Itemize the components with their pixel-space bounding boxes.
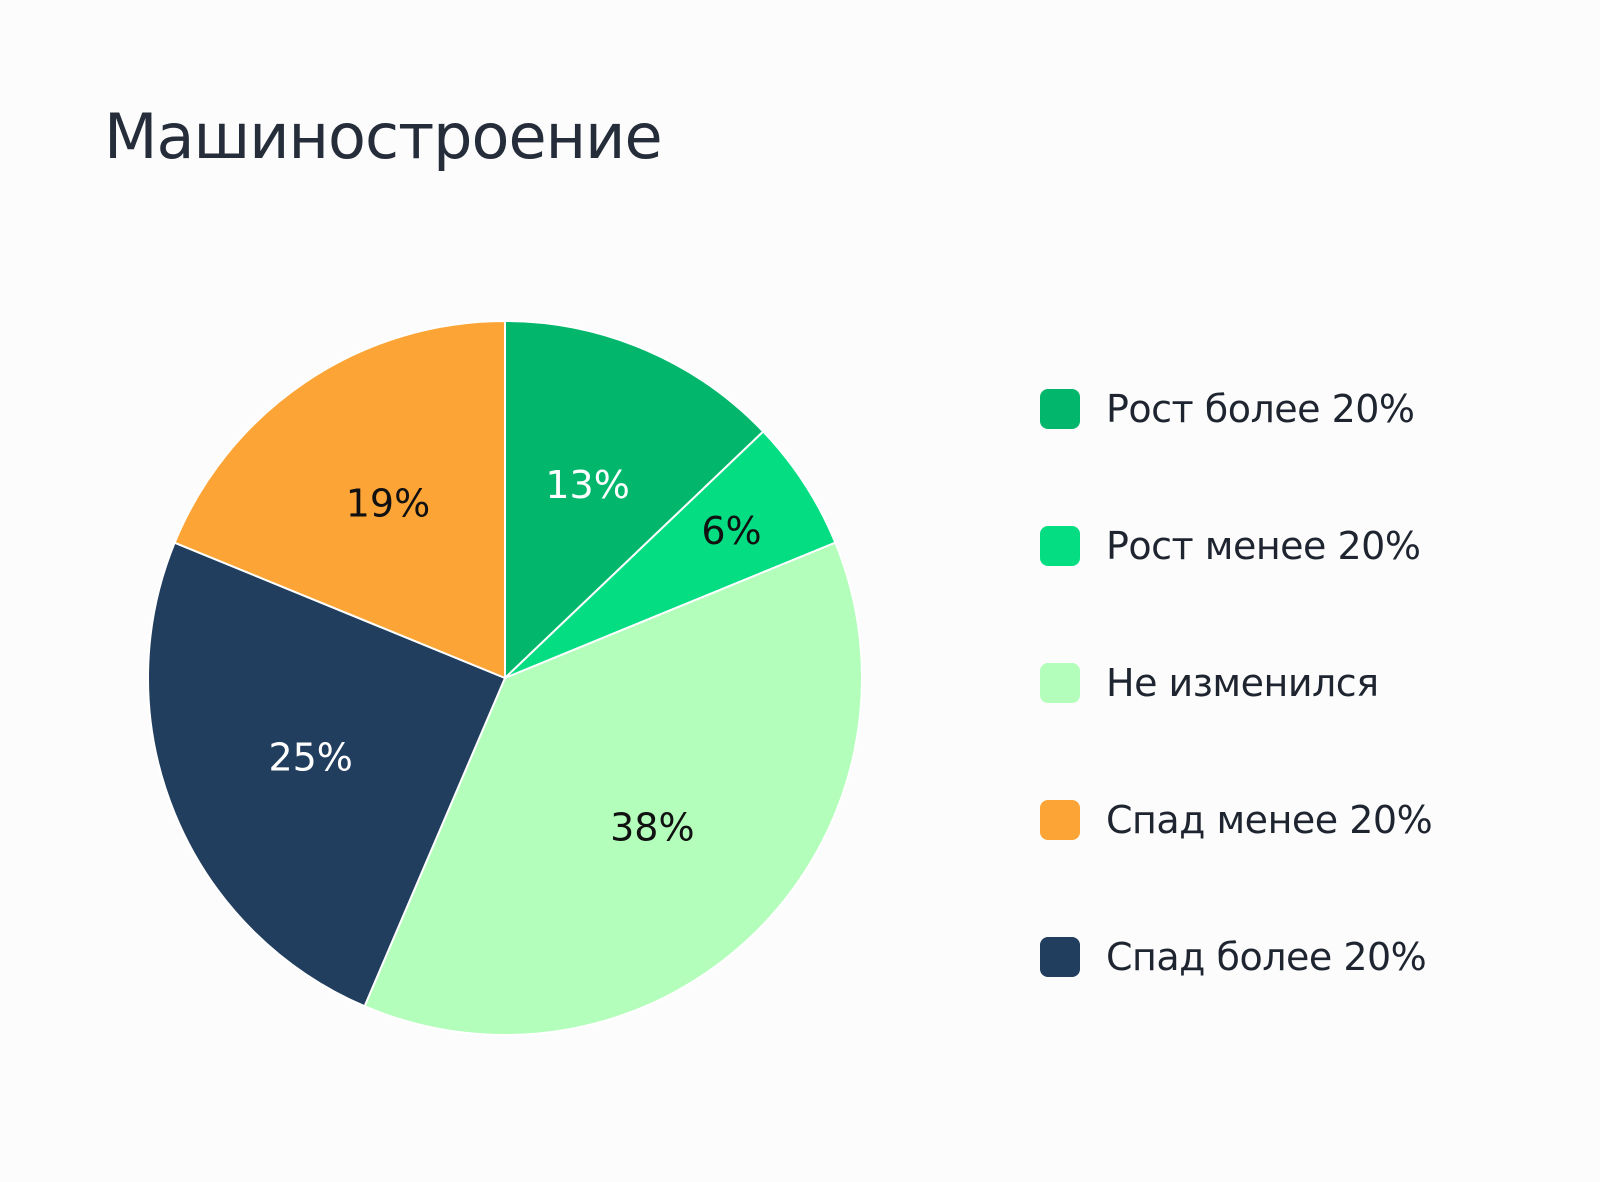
pie-slice [504,430,837,679]
slice-value-label: 38% [610,806,694,850]
legend-swatch [1040,663,1080,703]
legend-swatch [1040,800,1080,840]
pie-slice [504,319,765,681]
legend: Рост более 20% Рост менее 20% Не изменил… [1040,387,1433,1073]
legend-label: Спад менее 20% [1106,798,1433,842]
legend-swatch [1040,389,1080,429]
legend-swatch [1040,937,1080,977]
pie-slice [363,541,863,1036]
slice-value-label: 19% [346,482,430,526]
legend-label: Не изменился [1106,661,1379,705]
legend-swatch [1040,526,1080,566]
legend-item: Рост более 20% [1040,387,1432,431]
chart-title: Машиностроение [104,100,663,173]
legend-label: Рост менее 20% [1106,524,1421,568]
pie-slice [146,541,507,1008]
legend-label: Рост более 20% [1106,387,1415,431]
legend-item: Спад более 20% [1040,935,1432,979]
legend-item: Рост менее 20% [1040,524,1432,568]
legend-item: Не изменился [1040,661,1432,705]
legend-label: Спад более 20% [1106,935,1427,979]
slice-value-label: 13% [545,463,629,507]
legend-item: Спад менее 20% [1040,798,1433,842]
slice-value-label: 25% [268,736,352,780]
pie-slice [173,319,506,680]
slice-value-label: 6% [701,509,761,553]
